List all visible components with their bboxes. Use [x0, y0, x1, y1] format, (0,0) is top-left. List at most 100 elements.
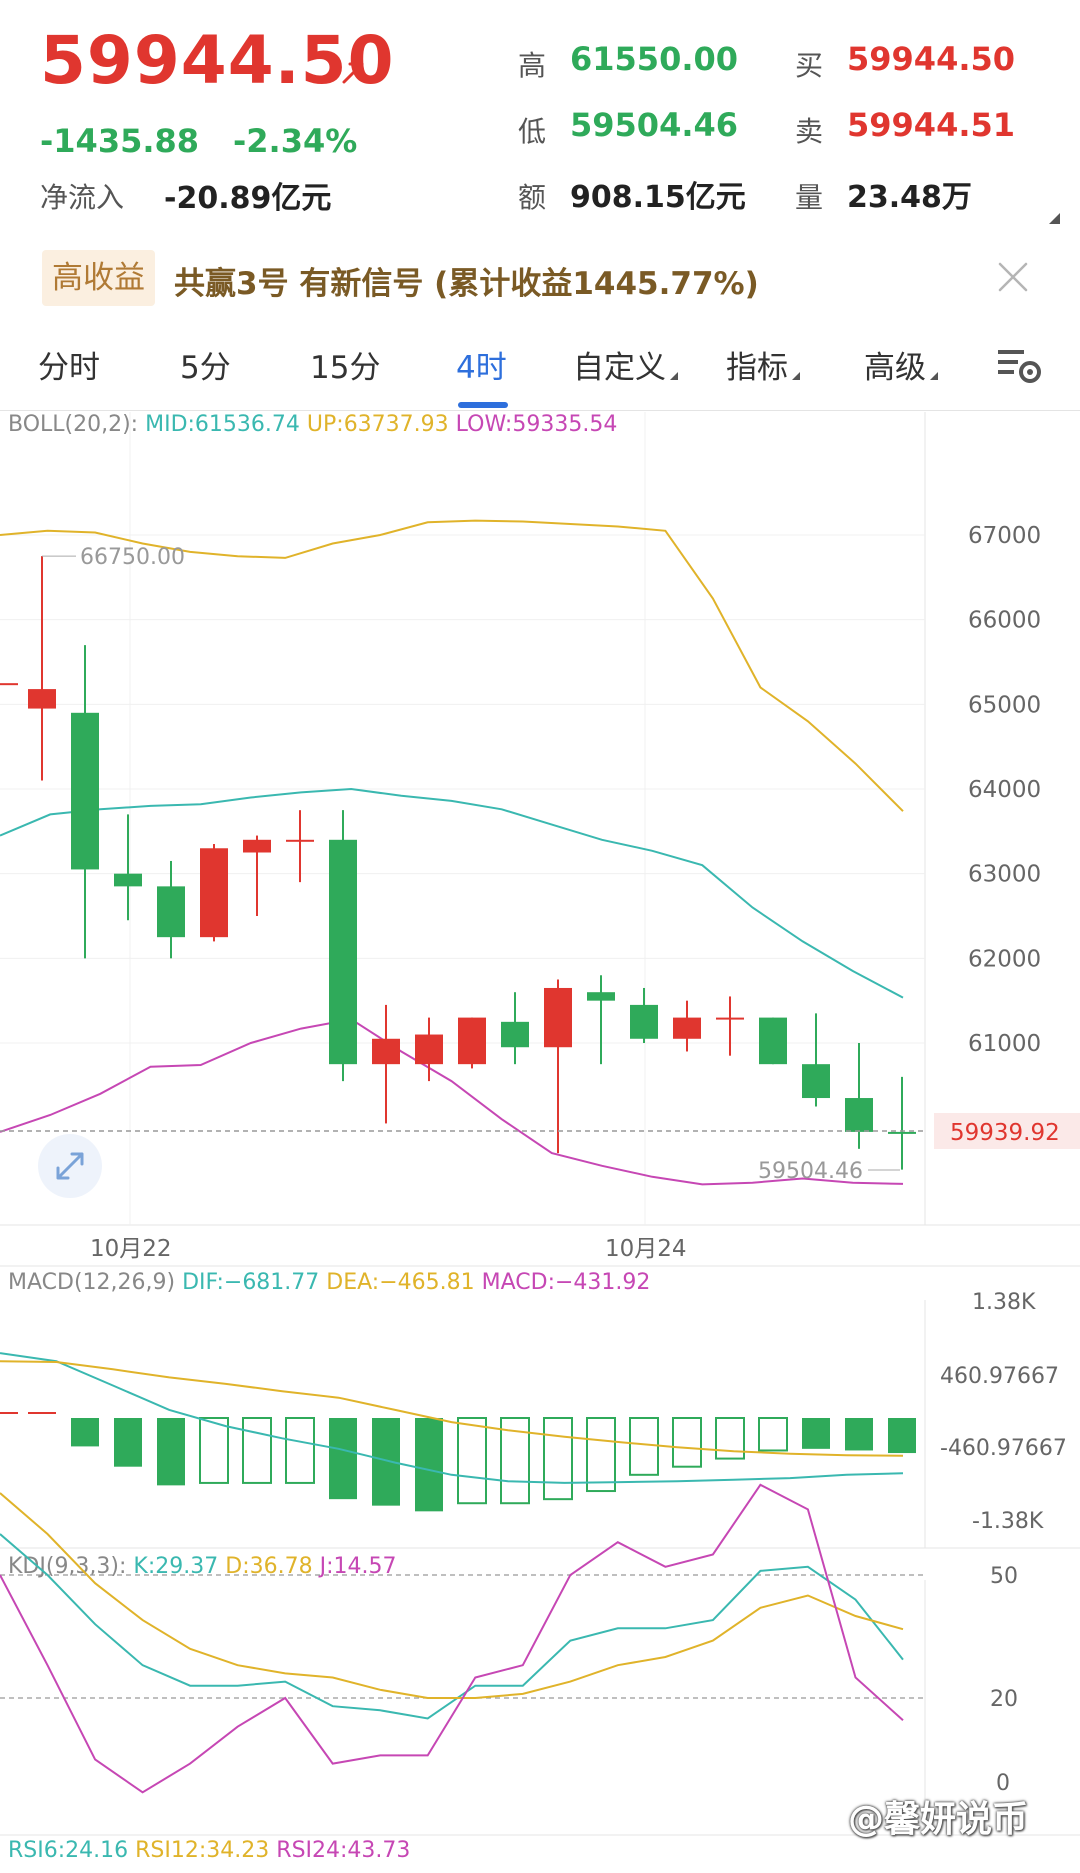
- boll-low-line: [0, 1018, 904, 1186]
- banner-text[interactable]: 共赢3号 有新信号 (累计收益1445.77%): [174, 266, 759, 302]
- candle-body: [286, 839, 314, 842]
- tab-4h[interactable]: 4时: [456, 342, 507, 387]
- kdj-y-tick: 0: [996, 1771, 1010, 1796]
- tab-5min[interactable]: 5分: [180, 342, 231, 387]
- watermark: @馨妍说币: [848, 1799, 1029, 1840]
- y-tick-label: 64000: [968, 777, 1041, 803]
- tab-advanced[interactable]: 高级: [864, 342, 938, 387]
- rsi-legend[interactable]: RSI6:24.16 RSI12:34.23 RSI24:43.73: [8, 1838, 410, 1863]
- candle: [71, 645, 99, 959]
- macd-bar: [758, 1417, 788, 1452]
- net-inflow-label: 净流入: [40, 181, 125, 214]
- sell-label: 卖: [795, 115, 824, 148]
- candle: [200, 844, 228, 942]
- candle: [888, 1076, 916, 1170]
- macd-bar: [586, 1417, 616, 1493]
- sell-value: 59944.51: [847, 106, 1016, 144]
- tab-label: 高级: [864, 350, 926, 386]
- macd-bar: [802, 1418, 830, 1449]
- volume-label: 量: [795, 181, 824, 214]
- boll-low: LOW:59335.54: [455, 412, 618, 437]
- candle-body: [415, 1034, 443, 1065]
- y-tick-label: 62000: [968, 946, 1041, 972]
- macd-legend[interactable]: MACD(12,26,9) DIF:−681.77 DEA:−465.81 MA…: [8, 1270, 650, 1295]
- macd-bar: [500, 1417, 530, 1505]
- tab-label: 15分: [310, 350, 381, 386]
- chart-settings-icon[interactable]: [996, 344, 1044, 388]
- macd-bar: [457, 1417, 487, 1505]
- macd-bar: [71, 1418, 99, 1447]
- macd-dea: DEA:−465.81: [326, 1270, 475, 1295]
- tab-indicators[interactable]: 指标: [726, 342, 800, 387]
- kdj-k-line: [0, 1533, 904, 1720]
- tab-custom[interactable]: 自定义: [573, 342, 678, 387]
- macd-bar: [242, 1417, 272, 1484]
- tab-label: 4时: [456, 350, 507, 386]
- candle-body: [845, 1098, 873, 1132]
- kdj-j: J:14.57: [319, 1554, 397, 1579]
- candle-body: [544, 987, 572, 1048]
- boll-up-line: [0, 519, 904, 812]
- candle-body: [114, 873, 142, 887]
- y-tick-label: 67000: [968, 523, 1041, 549]
- active-tab-indicator: [458, 402, 508, 408]
- candle: [587, 975, 615, 1065]
- tab-15min[interactable]: 15分: [310, 342, 380, 387]
- candle: [243, 835, 271, 916]
- macd-bar: [845, 1418, 873, 1451]
- candle: [372, 1004, 400, 1124]
- candle-body: [673, 1017, 701, 1039]
- candle: [286, 810, 314, 883]
- rsi24: RSI24:43.73: [276, 1838, 411, 1863]
- last-price: 59944.50: [40, 22, 395, 99]
- fullscreen-button[interactable]: [38, 1134, 102, 1198]
- quote-header: 59944.50 -1435.88 -2.34% 净流入 -20.89亿元 高 …: [0, 0, 1080, 235]
- boll-legend[interactable]: BOLL(20,2): MID:61536.74 UP:63737.93 LOW…: [8, 412, 617, 437]
- amount-label: 额: [518, 181, 547, 214]
- expand-corner-icon[interactable]: [1049, 213, 1060, 224]
- macd-bar: [0, 1412, 18, 1414]
- y-tick-label: 66000: [968, 608, 1041, 634]
- boll-mid-line: [0, 787, 904, 999]
- period-tabs: 分时 5分 15分 4时 自定义 指标 高级: [0, 330, 1080, 410]
- boll-up: UP:63737.93: [306, 412, 449, 437]
- macd-y-tick: -1.38K: [972, 1509, 1044, 1534]
- macd-macd: MACD:−431.92: [481, 1270, 651, 1295]
- min-annotation-label: 59504.46: [758, 1159, 863, 1184]
- kdj-y-tick: 50: [990, 1564, 1018, 1589]
- macd-dif-line: [0, 1352, 904, 1484]
- macd-dea-line: [0, 1360, 904, 1457]
- macd-bar: [28, 1412, 56, 1414]
- candle: [329, 810, 357, 1082]
- candle: [673, 1000, 701, 1052]
- low-value: 59504.46: [570, 106, 739, 144]
- y-tick-label: 65000: [968, 692, 1041, 718]
- candle-body: [0, 683, 18, 686]
- candle-body: [888, 1131, 916, 1134]
- candle: [845, 1043, 873, 1149]
- candle: [114, 814, 142, 921]
- macd-y-tick: 460.97667: [940, 1364, 1059, 1389]
- macd-y-tick: 1.38K: [972, 1290, 1036, 1315]
- candle: [458, 1017, 486, 1069]
- close-icon[interactable]: [996, 260, 1030, 294]
- buy-label: 买: [795, 49, 824, 82]
- macd-bar: [629, 1417, 659, 1476]
- buy-value: 59944.50: [847, 40, 1016, 78]
- candle: [0, 683, 18, 686]
- macd-bar: [715, 1417, 745, 1460]
- tab-timeshare[interactable]: 分时: [38, 342, 100, 387]
- kdj-d-line: [0, 1492, 904, 1699]
- signal-banner[interactable]: 高收益 共赢3号 有新信号 (累计收益1445.77%): [0, 240, 1080, 316]
- candle-body: [630, 1004, 658, 1039]
- volume-value: 23.48万: [847, 180, 972, 215]
- candle: [802, 1013, 830, 1107]
- expand-arrows-icon: [56, 1152, 84, 1180]
- candle: [28, 556, 56, 781]
- banner-tag: 高收益: [42, 250, 155, 306]
- tab-label: 指标: [726, 350, 788, 386]
- candle-body: [372, 1038, 400, 1065]
- boll-name: BOLL(20,2):: [8, 412, 139, 437]
- candle-body: [458, 1017, 486, 1065]
